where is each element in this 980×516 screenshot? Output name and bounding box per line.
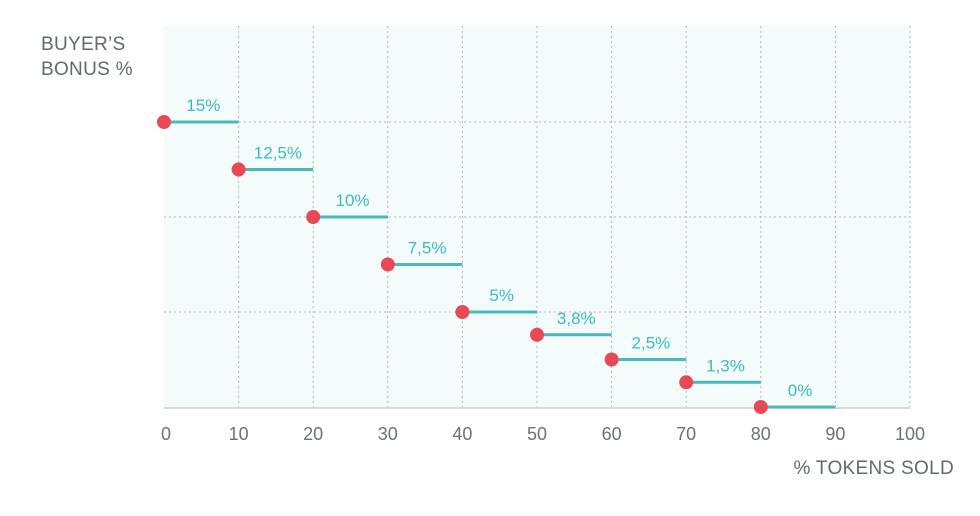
data-label: 3,8% [557,309,596,328]
x-tick-label: 20 [303,424,323,444]
data-points [157,115,768,414]
data-point [380,257,395,272]
data-point [455,305,470,319]
x-tick-label: 50 [527,424,547,444]
y-axis-label: BUYER’S BONUS % [41,34,133,80]
data-label: 10% [335,191,369,210]
data-point [753,400,768,414]
data-point [679,375,694,390]
data-label: 12,5% [254,144,302,163]
x-tick-label: 100 [895,424,925,444]
data-labels: 15% 12,5% 10% 7,5% 5% 3,8% 2,5% 1,3% 0% [186,96,812,400]
x-tick-label: 60 [602,424,622,444]
data-label: 7,5% [408,239,447,258]
data-label: 5% [489,286,514,305]
x-tick-label: 0 [161,424,171,444]
data-point [157,115,171,129]
x-tick-label: 40 [452,424,472,444]
data-label: 15% [186,96,220,115]
x-tick-label: 90 [825,424,845,444]
step-segments [164,120,836,409]
data-point [604,352,619,367]
x-tick-label: 70 [676,424,696,444]
x-axis-label: % TOKENS SOLD [793,458,954,479]
x-tick-labels: 0 10 20 30 40 50 60 70 80 90 100 [161,424,925,444]
data-point [306,210,321,224]
x-tick-label: 80 [751,424,771,444]
data-label: 2,5% [632,334,671,353]
x-tick-label: 10 [229,424,249,444]
data-point [530,327,544,342]
data-label: 0% [788,381,813,400]
data-point [231,162,246,177]
x-tick-label: 30 [378,424,398,444]
data-label: 1,3% [706,356,745,375]
